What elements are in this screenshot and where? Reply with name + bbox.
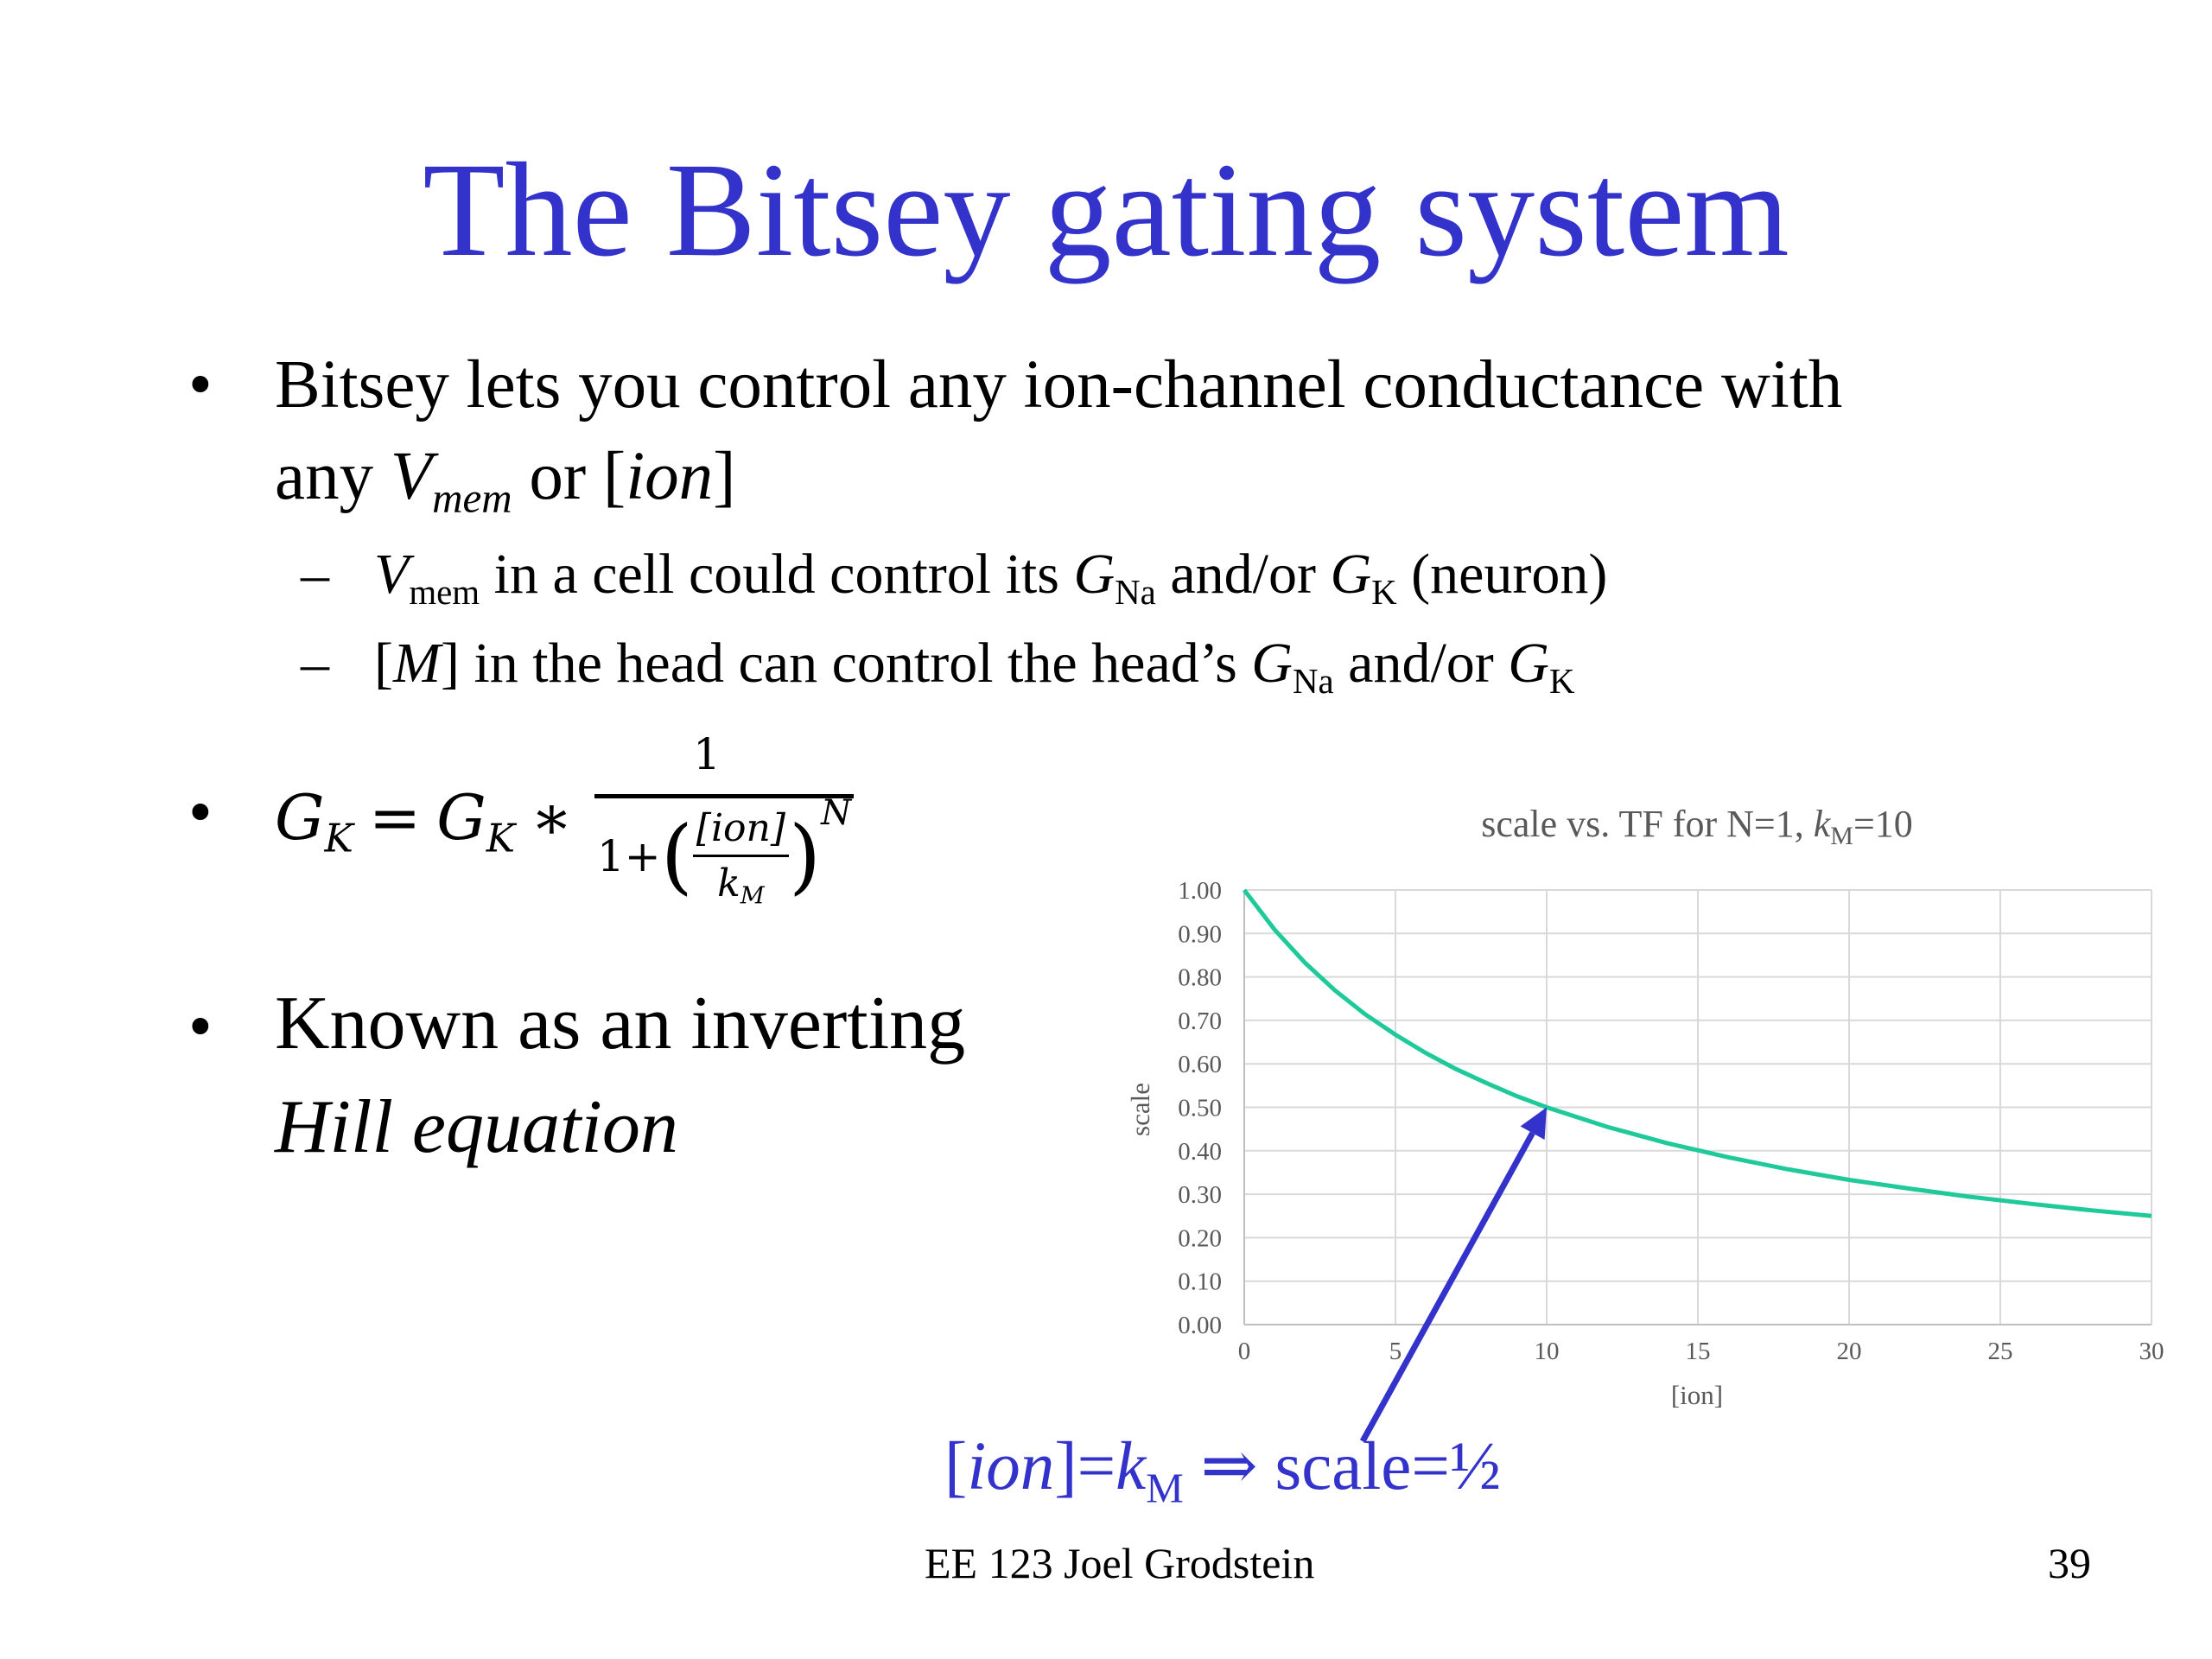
y-tick-label: 1.00 <box>1178 877 1222 905</box>
g-na-symbol: G <box>1251 632 1293 695</box>
footer-page-number: 39 <box>2048 1539 2091 1587</box>
annot-part: [ <box>944 1429 968 1504</box>
y-tick-label: 0.10 <box>1178 1268 1222 1296</box>
sub-bullet-text: and/or <box>1155 543 1331 606</box>
x-tick-label: 0 <box>1238 1338 1251 1365</box>
bullet-1-text: any <box>275 438 391 514</box>
eq-lhs-g: GK <box>275 776 353 859</box>
vmem-symbol: V <box>390 438 433 514</box>
sub-bullet-text: [ <box>374 632 393 695</box>
sub-bullet-text: (neuron) <box>1396 543 1608 606</box>
x-axis-label: [ion] <box>1671 1380 1723 1410</box>
eq-inner-fraction: [ion] kM <box>692 804 790 910</box>
bullet-dot: • <box>188 775 213 850</box>
bullet-1-line-2: any Vmem or [ion] <box>275 431 1842 523</box>
annotation-text: [ion]=kM ⇒ scale=½ <box>944 1426 1502 1510</box>
sub-bullet-2: – [M] in the head can control the head’s… <box>301 629 1574 699</box>
eq-inner-numerator: [ion] <box>692 804 790 857</box>
y-tick-label: 0.00 <box>1178 1312 1222 1339</box>
eq-exponent: N <box>821 792 852 833</box>
g-k-subscript: K <box>1548 662 1575 702</box>
annotation-arrow-head <box>1520 1107 1547 1140</box>
g-k-symbol: G <box>1508 632 1549 695</box>
g-na-subscript: Na <box>1292 662 1334 702</box>
bullet-1-text: or [ <box>512 438 626 514</box>
sub-bullet-dash: – <box>301 632 329 695</box>
annot-k-sub: M <box>1146 1464 1184 1512</box>
bullet-1-text: ] <box>713 438 736 514</box>
bullet-1: • Bitsey lets you control any ion-channe… <box>188 340 1843 523</box>
chart-grid <box>1243 889 2152 1325</box>
y-tick-label: 0.70 <box>1178 1007 1222 1035</box>
bullet-3-line-2: Hill equation <box>275 1084 678 1169</box>
y-tick-label: 0.40 <box>1178 1138 1222 1166</box>
hill-equation: GK = GK ∗ 1 1+ ( [ion] kM ) N <box>275 726 860 910</box>
g-na-subscript: Na <box>1115 573 1156 613</box>
bullet-dot: • <box>188 989 213 1065</box>
footer-course: EE 123 Joel Grodstein <box>925 1539 1315 1587</box>
y-tick-label: 0.30 <box>1178 1181 1222 1209</box>
y-tick-label: 0.60 <box>1178 1051 1222 1078</box>
chart-title: scale vs. TF for N=1, kM=10 <box>1481 803 1913 850</box>
bullet-3: • Known as an inverting Hill equation <box>188 972 966 1179</box>
g-na-symbol: G <box>1073 543 1116 606</box>
x-tick-label: 5 <box>1389 1338 1402 1365</box>
x-tick-label: 10 <box>1535 1338 1560 1365</box>
eq-g: G <box>275 781 325 855</box>
slide-title: The Bitsey gating system <box>423 135 1789 284</box>
sub-bullet-text: and/or <box>1333 632 1509 695</box>
g-k-symbol: G <box>1330 543 1372 606</box>
y-tick-labels: 0.00 0.10 0.20 0.30 0.40 0.50 0.60 0.70 0.80 0.90… <box>1178 877 1222 1339</box>
x-tick-label: 15 <box>1686 1338 1711 1365</box>
annot-part: ]= <box>1054 1429 1116 1504</box>
bullet-3-line-1: Known as an inverting <box>275 982 966 1065</box>
eq-equals: = <box>368 781 422 855</box>
bullet-equation: • GK = GK ∗ 1 1+ ( [ion] kM ) N <box>188 729 860 910</box>
annotation-arrow <box>1359 1131 1535 1443</box>
vmem-subscript: mem <box>409 573 480 613</box>
x-tick-label: 30 <box>2139 1338 2164 1365</box>
eq-star: ∗ <box>531 781 573 855</box>
y-tick-label: 0.80 <box>1178 964 1222 992</box>
y-tick-label: 0.50 <box>1178 1095 1222 1122</box>
sub-bullet-text: ] in the head can control the head’s <box>440 632 1252 695</box>
eq-inner-denominator: kM <box>709 857 773 910</box>
bullet-1-line-1: Bitsey lets you control any ion-channel … <box>275 347 1843 423</box>
y-tick-label: 0.90 <box>1178 920 1222 948</box>
x-tick-labels: 0 5 10 15 20 25 30 <box>1238 1338 2164 1365</box>
eq-denominator: 1+ ( [ion] kM ) N <box>588 793 860 910</box>
eq-sub: K <box>324 816 353 861</box>
sub-bullet-1: – Vmem in a cell could control its GNa a… <box>301 540 1608 610</box>
x-tick-label: 20 <box>1837 1338 1862 1365</box>
eq-k-sub: M <box>740 882 765 910</box>
eq-k: k <box>717 861 741 906</box>
annot-part: ⇒ scale=½ <box>1183 1429 1502 1504</box>
annot-k: k <box>1116 1429 1147 1504</box>
m-symbol: M <box>392 632 441 695</box>
bullet-dot: • <box>188 347 213 423</box>
y-tick-label: 0.20 <box>1178 1224 1222 1252</box>
g-k-subscript: K <box>1371 573 1397 613</box>
annot-ion: ion <box>967 1429 1055 1504</box>
eq-fraction: 1 1+ ( [ion] kM ) N <box>588 726 860 910</box>
eq-sub: K <box>486 816 516 861</box>
eq-right-paren: ) <box>789 809 822 905</box>
ion-symbol: ion <box>626 438 714 514</box>
vmem-subscript: mem <box>432 474 512 522</box>
sub-bullet-text: in a cell could control its <box>480 543 1074 606</box>
eq-numerator: 1 <box>594 726 855 798</box>
y-axis-label: scale <box>1125 1083 1155 1136</box>
x-tick-label: 25 <box>1988 1338 2013 1365</box>
eq-left-paren: ( <box>660 809 693 905</box>
sub-bullet-dash: – <box>301 543 329 606</box>
eq-g: G <box>436 781 486 855</box>
eq-rhs-g: GK <box>436 776 515 859</box>
vmem-symbol: V <box>374 543 410 606</box>
eq-den-one: 1+ <box>596 830 661 881</box>
